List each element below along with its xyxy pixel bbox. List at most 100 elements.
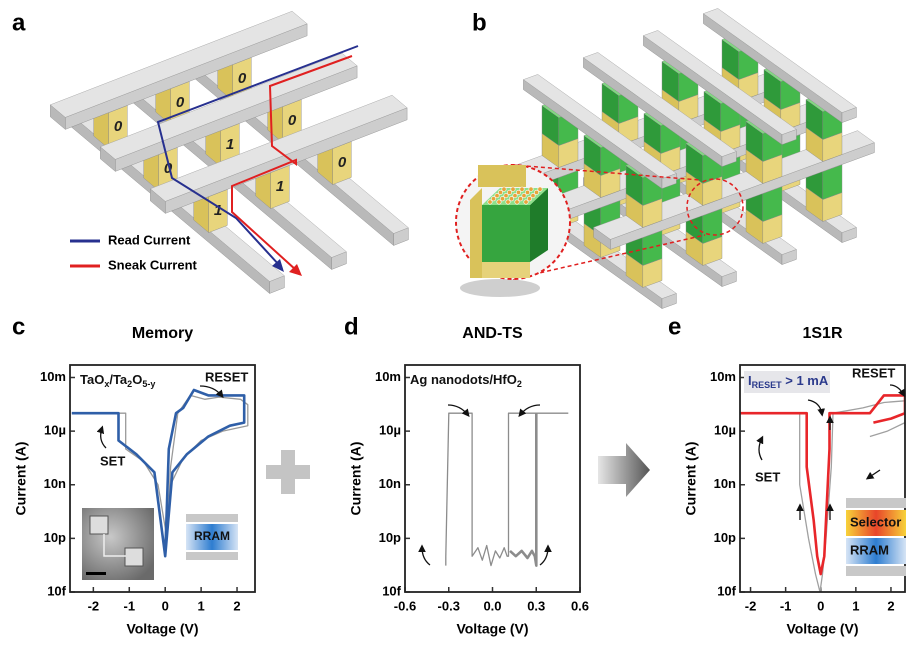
sweep-arrow	[865, 469, 881, 480]
x-tick-label: 2	[233, 598, 240, 613]
x-axis-label: Voltage (V)	[786, 621, 858, 637]
bit-value: 1	[276, 178, 284, 195]
top-line-top	[582, 52, 737, 157]
bit-value: 0	[164, 160, 173, 177]
read-arrowhead	[272, 259, 284, 272]
electrode	[186, 514, 238, 522]
ag-nanodot	[530, 193, 536, 199]
iv-curve	[740, 400, 905, 592]
ag-nanodot	[487, 199, 493, 205]
ag-nanodot	[506, 189, 512, 195]
y-axis-label: Current (A)	[683, 442, 699, 516]
ag-nanodot	[499, 196, 505, 202]
ag-nanodot	[496, 199, 502, 205]
annotation-box	[744, 371, 830, 393]
y-tick-label: 10p	[714, 530, 736, 545]
y-tick-label: 10p	[379, 530, 401, 545]
y-tick-label: 10m	[710, 369, 736, 384]
zoom-top-cell	[478, 165, 526, 187]
y-tick-label: 10n	[714, 476, 736, 491]
material-text: O	[132, 372, 142, 387]
iv-curve	[509, 413, 538, 567]
chart-title: 1S1R	[802, 325, 842, 342]
process-arrow	[598, 443, 650, 497]
sneak-current-path	[231, 55, 353, 271]
curve-label: RESET	[852, 365, 895, 380]
device-label: RRAM	[194, 529, 230, 543]
material-label: TaOx/Ta2O5-y	[80, 372, 155, 389]
chart: Memory Voltage (V) Current (A) 10f 10p 10n 10µ…	[13, 325, 256, 637]
plot-frame	[69, 364, 256, 593]
sweep-arrow	[199, 385, 224, 399]
x-tick-label: 0.0	[483, 598, 501, 613]
bit-value: 0	[238, 70, 247, 87]
bit-value: 0	[338, 154, 347, 171]
sem-pad	[89, 515, 109, 535]
ag-nanodot	[508, 196, 514, 202]
iv-curve	[445, 412, 569, 567]
ag-nanodot	[521, 193, 527, 199]
sweep-arrow	[807, 399, 825, 417]
zoom-selector-front	[482, 205, 530, 262]
electrode	[846, 566, 906, 576]
panel-label: b	[472, 9, 487, 36]
device-label: RRAM	[850, 542, 889, 557]
ag-nanodot	[528, 186, 534, 192]
top-line-top	[702, 8, 857, 113]
zoom-rram	[482, 262, 530, 278]
rram-layer	[846, 538, 906, 564]
x-tick-label: -2	[745, 598, 757, 613]
iv-curve	[71, 388, 246, 558]
panel-label: c	[12, 313, 25, 340]
legend-label: Read Current	[108, 232, 191, 247]
sweep-arrow	[756, 435, 764, 461]
y-tick-label: 10n	[44, 476, 66, 491]
crossbar-diagram: 0 0 0 0 1 0 1 1 0 Read Current Sneak Current	[49, 10, 409, 294]
x-tick-label: -0.3	[438, 598, 460, 613]
ag-nanodot	[523, 199, 529, 205]
x-tick-label: 0	[162, 598, 169, 613]
ag-nanodot	[505, 199, 511, 205]
ag-nanodot	[517, 196, 523, 202]
ag-nanodot	[503, 193, 509, 199]
y-tick-label: 10µ	[44, 423, 66, 438]
iv-curve	[740, 394, 905, 576]
ag-nanodot	[524, 189, 530, 195]
sweep-arrow	[539, 544, 552, 566]
legend-label: Sneak Current	[108, 257, 198, 272]
ag-nanodot	[510, 186, 516, 192]
y-tick-label: 10m	[375, 369, 401, 384]
plot-area	[71, 388, 249, 558]
x-tick-label: 1	[852, 598, 859, 613]
rram-layer	[186, 524, 238, 550]
plot-area	[740, 394, 905, 592]
plus-sign	[266, 450, 310, 494]
sem-pad	[124, 547, 144, 567]
zoom-cell-left	[470, 188, 482, 278]
y-tick-label: 10n	[379, 476, 401, 491]
sweep-arrow	[518, 404, 541, 418]
y-tick-label: 10m	[40, 369, 66, 384]
sem-wire	[103, 534, 126, 557]
subscript: 5-y	[142, 379, 155, 389]
x-axis-label: Voltage (V)	[126, 621, 198, 637]
sweep-arrow	[447, 404, 470, 418]
material-text: > 1 mA	[782, 373, 829, 388]
plot-area	[445, 412, 569, 567]
top-line-top	[99, 52, 358, 160]
subscript: 2	[127, 379, 132, 389]
scale-bar	[86, 572, 106, 575]
top-line-top	[49, 10, 308, 118]
top-line-top	[149, 94, 408, 202]
shadow	[460, 279, 540, 297]
top-line-top	[522, 74, 677, 179]
x-tick-label: 0	[817, 598, 824, 613]
zoom-target	[686, 178, 744, 236]
read-current-path	[156, 45, 359, 267]
selector-layer	[846, 510, 906, 536]
plot-frame	[404, 364, 581, 593]
device-label: Selector	[850, 514, 901, 529]
x-tick-label: 1	[197, 598, 204, 613]
sneak-arrowhead	[289, 264, 302, 276]
